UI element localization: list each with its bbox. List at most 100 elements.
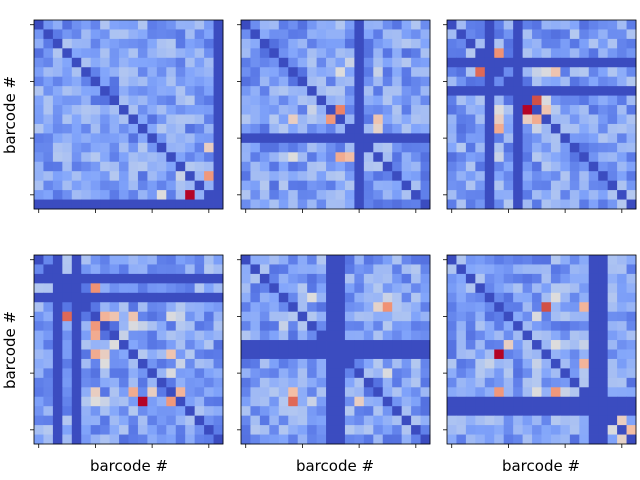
heatmap-cell bbox=[560, 142, 571, 153]
heatmap-cell bbox=[541, 349, 552, 360]
heatmap-cell bbox=[90, 180, 101, 191]
heatmap-cell bbox=[204, 302, 214, 313]
heatmap-cell bbox=[579, 311, 590, 322]
heatmap-cell bbox=[119, 20, 129, 30]
heatmap-cell bbox=[503, 180, 514, 191]
heatmap-cell bbox=[579, 321, 590, 331]
heatmap-cell bbox=[71, 67, 82, 78]
heatmap-cell bbox=[447, 321, 457, 331]
heatmap-cell bbox=[288, 434, 299, 445]
heatmap-cell bbox=[588, 340, 599, 350]
heatmap-cell bbox=[363, 199, 374, 210]
heatmap-cell bbox=[109, 406, 120, 417]
heatmap-cell bbox=[241, 396, 251, 407]
heatmap-cell bbox=[465, 311, 476, 322]
heatmap-cell bbox=[569, 255, 580, 265]
heatmap-cell bbox=[156, 311, 167, 322]
heatmap-cell bbox=[128, 67, 139, 78]
heatmap-cell bbox=[52, 302, 63, 313]
heatmap-cell bbox=[579, 57, 590, 68]
heatmap-cell bbox=[166, 425, 177, 435]
heatmap-cell bbox=[335, 152, 346, 163]
heatmap-cell bbox=[241, 425, 251, 435]
heatmap-cell bbox=[250, 76, 261, 87]
heatmap-cell bbox=[513, 57, 523, 68]
heatmap-cell bbox=[513, 105, 523, 115]
heatmap-cell bbox=[156, 105, 167, 115]
heatmap-cell bbox=[166, 302, 177, 313]
heatmap-cell bbox=[550, 20, 561, 30]
heatmap-cell bbox=[185, 396, 196, 407]
heatmap-cell bbox=[382, 283, 393, 294]
heatmap-cell bbox=[204, 406, 214, 417]
heatmap-cell bbox=[541, 415, 552, 426]
heatmap-cell bbox=[71, 368, 82, 379]
heatmap-cell bbox=[109, 387, 120, 398]
heatmap-cell bbox=[532, 105, 542, 115]
heatmap-cell bbox=[484, 38, 495, 49]
heatmap-cell bbox=[185, 86, 196, 96]
heatmap-cell bbox=[259, 76, 270, 87]
heatmap-cell bbox=[109, 283, 120, 294]
heatmap-cell bbox=[588, 20, 599, 30]
heatmap-cell bbox=[194, 377, 205, 388]
heatmap-cell bbox=[43, 264, 54, 275]
heatmap-cell bbox=[484, 368, 495, 379]
heatmap-cell bbox=[598, 95, 609, 106]
heatmap-cell bbox=[241, 311, 251, 322]
heatmap-cell bbox=[420, 67, 431, 78]
heatmap-cell bbox=[607, 29, 618, 40]
heatmap-cell bbox=[297, 283, 308, 294]
heatmap-cell bbox=[34, 29, 44, 40]
heatmap-cell bbox=[354, 180, 365, 191]
heatmap-cell bbox=[43, 377, 54, 388]
heatmap-cell bbox=[288, 415, 299, 426]
heatmap-cell bbox=[297, 406, 308, 417]
heatmap-cell bbox=[494, 349, 505, 360]
heatmap-cell bbox=[250, 434, 261, 445]
heatmap-cell bbox=[494, 283, 505, 294]
heatmap-cell bbox=[326, 86, 336, 96]
heatmap-cell bbox=[484, 114, 495, 125]
heatmap-cell bbox=[401, 349, 412, 360]
heatmap-cell bbox=[62, 86, 73, 96]
heatmap-cell bbox=[137, 349, 148, 360]
heatmap-cell bbox=[307, 38, 317, 49]
heatmap-cell bbox=[363, 368, 374, 379]
heatmap-cell bbox=[62, 152, 73, 163]
heatmap-cell bbox=[494, 199, 505, 210]
heatmap-cell bbox=[316, 199, 327, 210]
heatmap-cell bbox=[373, 255, 384, 265]
heatmap-cell bbox=[475, 377, 486, 388]
heatmap-cell bbox=[475, 434, 486, 445]
heatmap-cell bbox=[137, 142, 148, 153]
heatmap-cell bbox=[297, 255, 308, 265]
heatmap-cell bbox=[475, 387, 486, 398]
heatmap-cell bbox=[204, 190, 214, 200]
heatmap-cell bbox=[204, 434, 214, 445]
heatmap-cell bbox=[382, 340, 393, 350]
heatmap-cell bbox=[316, 57, 327, 68]
heatmap-cell bbox=[326, 105, 336, 115]
heatmap-cell bbox=[71, 152, 82, 163]
heatmap-cell bbox=[90, 434, 101, 445]
heatmap-cell bbox=[213, 255, 224, 265]
heatmap-cell bbox=[401, 114, 412, 125]
heatmap-cell bbox=[513, 48, 523, 59]
heatmap-cell bbox=[484, 387, 495, 398]
heatmap-cell bbox=[43, 358, 54, 369]
heatmap-cell bbox=[373, 387, 384, 398]
heatmap-cell bbox=[43, 133, 54, 144]
heatmap-cell bbox=[541, 123, 552, 134]
heatmap-cell bbox=[550, 264, 561, 275]
heatmap-cell bbox=[119, 330, 129, 341]
heatmap-cell bbox=[297, 302, 308, 313]
heatmap-cell bbox=[316, 95, 327, 106]
heatmap-cell bbox=[137, 321, 148, 331]
heatmap-cell bbox=[541, 171, 552, 182]
heatmap-cell bbox=[175, 311, 186, 322]
heatmap-cell bbox=[90, 161, 101, 172]
heatmap-cell bbox=[147, 48, 158, 59]
heatmap-cell bbox=[194, 273, 205, 284]
heatmap-cell bbox=[513, 123, 523, 134]
